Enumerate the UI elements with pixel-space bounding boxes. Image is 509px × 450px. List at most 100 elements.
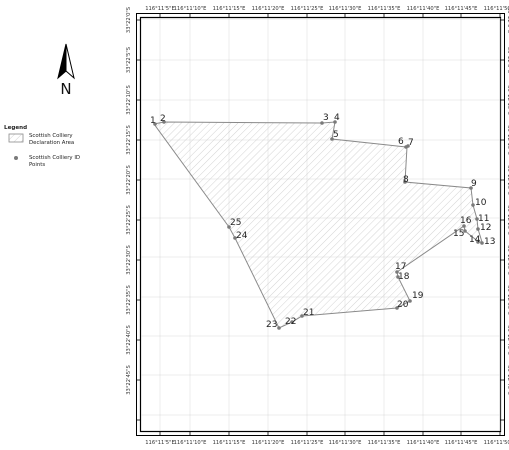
- legend-polygon-label: Scottish Colliery Declaration Area: [29, 133, 74, 146]
- legend: Legend Scottish Colliery Declaration Are…: [4, 125, 82, 168]
- legend-point-label-line2: Points: [29, 162, 45, 168]
- right-tick-label: 33°22'40"S: [506, 325, 509, 355]
- top-tick-label: 116°11'35"E: [368, 6, 401, 12]
- id-point-label: 21: [303, 308, 314, 318]
- top-tick-label: 116°11'40"E: [407, 6, 440, 12]
- left-tick-label: 33°22'20"S: [126, 165, 132, 195]
- bottom-tick-label: 116°11'40"E: [407, 440, 440, 446]
- right-tick-label: 33°22'15"S: [506, 125, 509, 155]
- frame-tick-marks: [136, 13, 505, 436]
- left-tick-label: 33°22'35"S: [126, 285, 132, 315]
- bottom-tick-label: 116°11'10"E: [174, 440, 207, 446]
- legend-polygon-label-line1: Scottish Colliery: [29, 133, 73, 139]
- id-point-label: 14: [469, 235, 481, 245]
- id-point-label: 1: [150, 116, 156, 126]
- id-point-label: 22: [285, 317, 296, 327]
- top-tick-label: 116°11'25"E: [291, 6, 324, 12]
- top-tick-label: 116°11'45"E: [445, 6, 478, 12]
- left-tick-label: 33°22'30"S: [126, 245, 132, 275]
- top-tick-label: 116°11'10"E: [174, 6, 207, 12]
- top-tick-label: 116°11'20"E: [252, 6, 285, 12]
- left-tick-label: 33°22'10"S: [126, 85, 132, 115]
- id-point-marker: [333, 120, 337, 124]
- bottom-tick-label: 116°11'30"E: [329, 440, 362, 446]
- id-point-label: 16: [460, 216, 472, 226]
- left-tick-label: 33°22'5"S: [126, 47, 132, 73]
- left-tick-label: 33°22'25"S: [126, 205, 132, 235]
- right-tick-label: 33°22'10"S: [506, 85, 509, 115]
- legend-title: Legend: [4, 125, 27, 131]
- right-tick-label: 33°22'25"S: [506, 205, 509, 235]
- top-tick-label: 116°11'5"E: [145, 6, 175, 12]
- id-point-marker: [462, 224, 466, 228]
- legend-polygon-swatch: [8, 133, 24, 143]
- id-point-label: 2: [160, 114, 166, 124]
- id-point-label: 24: [236, 231, 248, 241]
- id-point-marker: [476, 240, 480, 244]
- right-tick-label: 33°22'20"S: [506, 165, 509, 195]
- left-tick-label: 33°22'0"S: [126, 7, 132, 33]
- id-point-label: 7: [408, 138, 414, 148]
- id-point-marker: [320, 121, 324, 125]
- bottom-tick-label: 116°11'5"E: [145, 440, 175, 446]
- legend-point-label-line1: Scottish Colliery ID: [29, 155, 80, 161]
- id-point-marker: [463, 229, 467, 233]
- map-frame-outer: [136, 13, 505, 436]
- bottom-tick-label: 116°11'15"E: [213, 440, 246, 446]
- bottom-tick-label: 116°11'45"E: [445, 440, 478, 446]
- left-tick-labels: 33°22'0"S 33°22'5"S 33°22'10"S 33°22'15"S 33…: [126, 7, 132, 395]
- right-tick-label: 33°22'0"S: [506, 7, 509, 33]
- id-point-label: 9: [471, 179, 477, 189]
- north-label: N: [60, 80, 71, 98]
- id-point-label: 5: [333, 130, 339, 140]
- id-point-label: 12: [480, 223, 491, 233]
- id-point-marker: [476, 227, 480, 231]
- bottom-tick-label: 116°11'50"E: [484, 440, 509, 446]
- id-point-marker: [406, 144, 410, 148]
- id-point-marker: [153, 122, 157, 126]
- id-point-marker: [396, 275, 400, 279]
- id-point-label: 25: [230, 218, 241, 228]
- id-point-marker: [403, 180, 407, 184]
- id-point-label: 17: [395, 262, 406, 272]
- id-point-marker: [290, 320, 294, 324]
- id-point-label: 8: [403, 175, 409, 185]
- id-point-label: 13: [484, 237, 495, 247]
- id-point-label: 18: [398, 272, 410, 282]
- legend-polygon-label-line2: Declaration Area: [29, 140, 74, 146]
- right-tick-label: 33°22'30"S: [506, 245, 509, 275]
- bottom-tick-label: 116°11'25"E: [291, 440, 324, 446]
- bottom-tick-label: 116°11'35"E: [368, 440, 401, 446]
- id-points-layer: 1 2 3 456 78 91011121314151617181920212223242…: [150, 113, 495, 330]
- left-tick-label: 33°22'40"S: [126, 325, 132, 355]
- id-point-marker: [277, 326, 281, 330]
- id-point-label: 3: [323, 113, 329, 123]
- id-point-marker: [471, 203, 475, 207]
- id-point-marker: [227, 225, 231, 229]
- id-point-label: 10: [475, 198, 487, 208]
- right-tick-labels: 33°22'0"S 33°22'5"S 33°22'10"S 33°22'15"S 33…: [506, 7, 509, 395]
- right-tick-label: 33°22'5"S: [506, 47, 509, 73]
- top-tick-label: 116°11'50"E: [484, 6, 509, 12]
- top-tick-label: 116°11'15"E: [213, 6, 246, 12]
- top-tick-label: 116°11'30"E: [329, 6, 362, 12]
- id-point-label: 11: [478, 214, 489, 224]
- legend-point-swatch: [14, 156, 18, 160]
- id-point-label: 4: [334, 113, 340, 123]
- legend-point-label: Scottish Colliery ID Points: [29, 155, 82, 168]
- right-tick-label: 33°22'35"S: [506, 285, 509, 315]
- id-point-label: 20: [397, 300, 409, 310]
- id-point-marker: [330, 137, 334, 141]
- id-point-marker: [480, 241, 484, 245]
- id-point-marker: [395, 270, 399, 274]
- id-point-marker: [300, 314, 304, 318]
- id-point-marker: [469, 186, 473, 190]
- id-point-label: 23: [266, 320, 277, 330]
- bottom-tick-label: 116°11'20"E: [252, 440, 285, 446]
- id-point-marker: [475, 217, 479, 221]
- north-arrow-icon: N: [57, 43, 75, 98]
- id-point-label: 6: [398, 137, 404, 147]
- id-point-marker: [395, 306, 399, 310]
